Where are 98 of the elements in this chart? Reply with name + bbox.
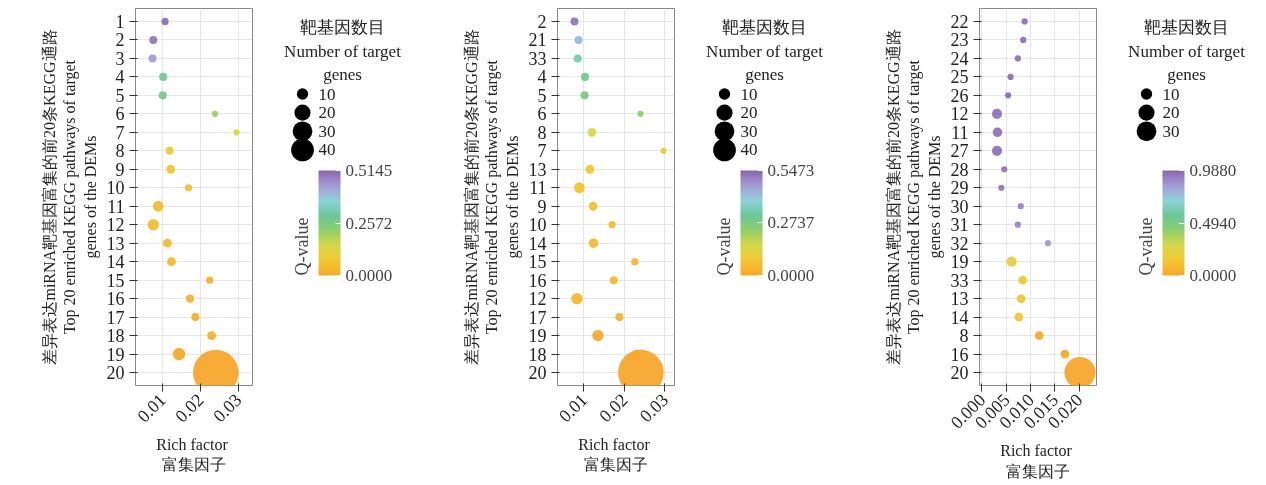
y-tick-label: 18 <box>106 326 125 347</box>
y-tick-label: 11 <box>951 122 969 143</box>
y-axis-title: 差异表达miRNA靶基因富集的前20条KEGG通路 Top 20 enriched KEGG pathways of target genes of the DEMs <box>462 29 522 365</box>
color-bar-title: Q-value <box>291 217 312 276</box>
y-tick-label: 22 <box>950 11 969 32</box>
y-tick-label: 17 <box>106 307 125 328</box>
y-tick-label: 31 <box>950 215 969 236</box>
y-tick-label: 20 <box>528 363 547 384</box>
legend-title: 靶基因数目 Number of target genes <box>284 17 402 85</box>
legend-label: 20 <box>740 103 758 123</box>
y-tick-label: 9 <box>115 159 125 180</box>
legend-label: 20 <box>1162 103 1180 123</box>
y-tick-label: 29 <box>950 178 969 199</box>
y-tick-label: 27 <box>950 141 969 162</box>
y-tick-label: 2 <box>115 30 125 51</box>
color-bar-title: Q-value <box>1135 217 1156 276</box>
y-tick-label: 20 <box>106 363 125 384</box>
color-bar-label: 0.2572 <box>345 213 393 233</box>
y-tick-label: 12 <box>528 289 547 310</box>
x-tick-label: 0.01 <box>133 389 170 427</box>
y-tick-label: 17 <box>528 307 547 328</box>
y-tick-label: 14 <box>950 307 969 328</box>
color-bar-title: Q-value <box>713 217 734 276</box>
legend-label: 20 <box>318 103 336 123</box>
x-tick-label: 0.03 <box>635 389 673 427</box>
color-bar-label: 0.4940 <box>1189 213 1237 233</box>
y-tick-label: 5 <box>115 85 125 106</box>
color-bar-label: 0.0000 <box>345 266 393 285</box>
y-tick-label: 21 <box>528 30 547 51</box>
x-tick-label: 0.01 <box>554 389 592 427</box>
y-tick-label: 12 <box>950 104 969 125</box>
legend-label: 40 <box>318 140 336 160</box>
y-tick-label: 33 <box>528 48 547 69</box>
legend-title: 靶基因数目 Number of target genes <box>1128 17 1246 85</box>
y-tick-label: 12 <box>106 215 125 236</box>
y-tick-label: 33 <box>950 270 969 291</box>
y-tick-label: 30 <box>950 196 969 217</box>
color-bar-label: 0.0000 <box>767 266 815 285</box>
y-tick-label: 6 <box>115 104 125 125</box>
y-tick-label: 19 <box>950 252 969 273</box>
legend-label: 30 <box>318 121 336 141</box>
y-tick-label: 16 <box>950 344 969 365</box>
color-bar-label: 0.5473 <box>767 161 815 180</box>
y-tick-label: 10 <box>106 178 125 199</box>
y-tick-label: 19 <box>528 326 547 347</box>
legend-title: 靶基因数目 Number of target genes <box>706 17 824 85</box>
y-tick-label: 10 <box>528 215 547 236</box>
y-tick-label: 16 <box>528 270 547 291</box>
color-bar-label: 0.0000 <box>1189 266 1237 285</box>
y-tick-label: 15 <box>106 270 125 291</box>
y-tick-label: 26 <box>950 85 969 106</box>
legend-label: 10 <box>318 84 336 104</box>
y-tick-label: 18 <box>528 344 547 365</box>
y-tick-label: 4 <box>115 67 125 88</box>
y-tick-label: 25 <box>950 67 969 88</box>
y-tick-label: 15 <box>528 252 547 273</box>
y-tick-label: 3 <box>115 48 125 69</box>
y-tick-label: 24 <box>950 48 969 69</box>
y-tick-label: 14 <box>528 233 547 254</box>
y-tick-label: 28 <box>950 159 969 180</box>
y-axis-title: 差异表达miRNA靶基因富集的前20条KEGG通路 Top 20 enriched KEGG pathways of target genes of the DEMs <box>40 29 100 365</box>
x-axis-title: Rich factor 富集因子 <box>578 435 651 474</box>
y-tick-label: 8 <box>959 326 969 347</box>
y-tick-label: 4 <box>537 67 547 88</box>
legend-label: 30 <box>740 121 758 141</box>
x-tick-label: 0.02 <box>171 389 208 427</box>
y-tick-label: 7 <box>537 141 547 162</box>
legend-label: 40 <box>740 140 758 160</box>
y-tick-label: 9 <box>537 196 547 217</box>
y-tick-label: 13 <box>950 289 969 310</box>
y-tick-label: 8 <box>115 141 125 162</box>
legend-label: 10 <box>1162 84 1180 104</box>
y-tick-label: 13 <box>106 233 125 254</box>
legend-label: 10 <box>740 84 758 104</box>
y-tick-label: 5 <box>537 85 547 106</box>
y-tick-label: 7 <box>115 122 125 143</box>
x-tick-label: 0.02 <box>595 389 632 427</box>
y-tick-label: 11 <box>107 196 125 217</box>
y-tick-label: 16 <box>106 289 125 310</box>
y-tick-label: 23 <box>950 30 969 51</box>
x-axis-title: Rich factor 富集因子 <box>1000 442 1073 480</box>
legend-label: 30 <box>1162 121 1180 141</box>
y-tick-label: 6 <box>537 104 547 125</box>
y-tick-label: 2 <box>537 11 547 32</box>
color-bar-label: 0.5145 <box>345 161 393 180</box>
y-tick-label: 14 <box>106 252 125 273</box>
y-axis-title: 差异表达miRNA靶基因富集的前20条KEGG通路 Top 20 enriched KEGG pathways of target genes of the DEMs <box>884 29 944 365</box>
color-bar-label: 0.2737 <box>767 213 815 233</box>
y-tick-label: 13 <box>528 159 547 180</box>
y-tick-label: 19 <box>106 344 125 365</box>
x-axis-title: Rich factor 富集因子 <box>156 435 229 474</box>
y-tick-label: 20 <box>950 363 969 384</box>
color-bar-label: 0.9880 <box>1189 161 1237 180</box>
y-tick-label: 32 <box>950 233 969 254</box>
y-tick-label: 1 <box>115 11 125 32</box>
y-tick-label: 11 <box>529 178 547 199</box>
y-tick-label: 8 <box>537 122 547 143</box>
x-tick-label: 0.03 <box>209 389 246 427</box>
